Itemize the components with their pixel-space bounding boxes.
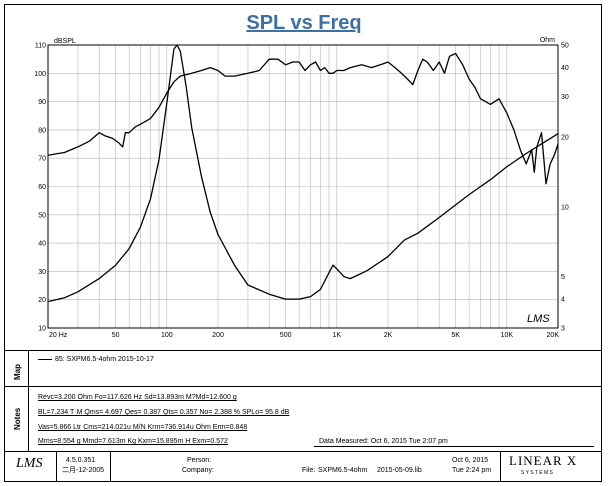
plot-border [47, 44, 559, 329]
footer-logo: LMS [16, 456, 43, 471]
section-divider [5, 451, 601, 452]
notes-line-3: Vas=5.866 Ltr Cms=214.021u M/N Krm=736.9… [38, 424, 248, 431]
x-tick-label: 100 [161, 332, 173, 339]
x-tick-label: 500 [280, 332, 292, 339]
y-left-tick-label: 90 [38, 99, 46, 106]
spl-curve [47, 52, 559, 185]
footer-divider [56, 451, 57, 481]
plot-logo: LMS [527, 313, 550, 325]
x-tick-label: 20K [547, 332, 560, 339]
file-name: SXPM6.5-4ohm [318, 467, 368, 474]
footer-time: Tue 2:24 pm [452, 467, 492, 474]
y-left-tick-label: 80 [38, 127, 46, 134]
y-left-tick-label: 110 [35, 43, 46, 50]
brand-subtitle: S Y S T E M S [521, 470, 553, 476]
software-version: 4.5.0.351 [66, 457, 96, 464]
y-right-tick-label: 3 [561, 326, 565, 333]
curves [47, 44, 559, 303]
section-divider [5, 386, 601, 387]
y-left-tick-label: 30 [38, 269, 46, 276]
y-right-tick-label: 10 [561, 204, 569, 211]
x-tick-label: 1K [333, 332, 342, 339]
notes-rule [314, 446, 594, 447]
axis-labels: 20 Hz 50 100 200 500 1K 2K 5K 10K 20K 10 20 30 40 50 60… [34, 43, 569, 340]
y-left-tick-label: 70 [38, 156, 46, 163]
y-left-tick-label: 40 [38, 241, 46, 248]
notes-line-2: BL=7.234 T·M Qms= 4.697 Qes= 0.387 Qts= … [38, 409, 290, 416]
map-legend-entry: 85: SXPM6.5-4ohm 2015-10-17 [55, 356, 154, 363]
y-left-tick-label: 50 [38, 212, 46, 219]
plot-logo-text: LMS [527, 313, 550, 325]
footer-divider [500, 451, 501, 481]
footer-date: Oct 6, 2015 [452, 457, 489, 464]
y-left-tick-label: 20 [38, 297, 46, 304]
y-right-tick-label: 5 [561, 274, 565, 281]
y-right-axis-label: Ohm [540, 37, 555, 44]
y-left-tick-label: 10 [38, 326, 46, 333]
file-date: 2015-05-09.lib [377, 467, 422, 474]
y-right-tick-label: 4 [561, 297, 565, 304]
y-right-tick-label: 50 [561, 43, 569, 50]
company-label: Company: [182, 467, 214, 474]
x-tick-label: 50 [112, 332, 120, 339]
brand-logo: LINEAR X [509, 453, 578, 468]
y-right-tick-label: 20 [561, 135, 569, 142]
y-left-tick-label: 100 [34, 71, 46, 78]
person-label: Person: [187, 457, 212, 464]
file-label: File: [302, 467, 316, 474]
x-tick-label: 10K [501, 332, 514, 339]
chart-title: SPL vs Freq [246, 12, 362, 34]
x-tick-label: 200 [212, 332, 224, 339]
x-tick-label: 5K [451, 332, 460, 339]
map-legend-swatch [38, 359, 52, 360]
y-right-tick-label: 40 [561, 65, 569, 72]
y-left-tick-label: 60 [38, 184, 46, 191]
x-tick-label: 20 Hz [49, 332, 68, 339]
y-right-tick-label: 30 [561, 94, 569, 101]
map-section-label: Map [13, 364, 22, 380]
impedance-curve [47, 44, 559, 303]
section-divider [5, 350, 601, 351]
notes-line-1: Revc=3.200 Ohm Fo=117.626 Hz Sd=13.893m … [38, 394, 237, 401]
grid-lines [48, 45, 558, 328]
footer-divider [110, 451, 111, 481]
x-tick-label: 2K [384, 332, 393, 339]
software-date: 二月-12-2005 [62, 467, 105, 474]
notes-section-label: Notes [13, 407, 22, 430]
notes-line-4: Mms=8.554 g Mmd=7.613m Kg Kxm=15.895m H … [38, 438, 228, 445]
section-divider [28, 350, 29, 451]
y-left-axis-label: dBSPL [54, 38, 76, 45]
data-measured: Data Measured: Oct 6, 2015 Tue 2:07 pm [319, 438, 448, 445]
